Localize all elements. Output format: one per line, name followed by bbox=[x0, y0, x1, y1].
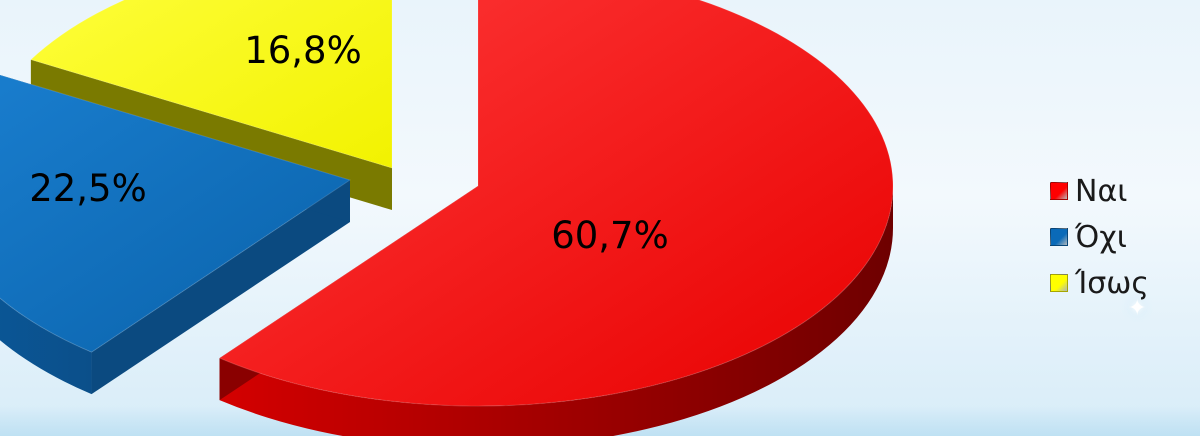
legend-label: Ναι bbox=[1075, 173, 1128, 209]
sparkle-icon: ✦ bbox=[1128, 296, 1147, 321]
pie-slice-nai bbox=[218, 0, 894, 436]
slice-cut-ochi bbox=[91, 180, 351, 395]
legend-swatch-yellow bbox=[1050, 274, 1068, 292]
legend-swatch-blue bbox=[1050, 228, 1068, 246]
legend-label: Ίσως bbox=[1075, 265, 1149, 301]
slice-side-nai bbox=[219, 186, 893, 436]
chart-legend: Ναι Όχι Ίσως bbox=[1050, 168, 1200, 306]
legend-item-nai: Ναι bbox=[1050, 168, 1200, 214]
legend-item-isos: Ίσως bbox=[1050, 260, 1200, 306]
legend-item-ochi: Όχι bbox=[1050, 214, 1200, 260]
slice-top-nai bbox=[218, 0, 894, 407]
slice-label-ochi: 22,5% bbox=[29, 167, 147, 210]
slice-label-isos: 16,8% bbox=[244, 29, 362, 72]
legend-label: Όχι bbox=[1075, 219, 1127, 255]
slice-top-isos bbox=[29, 0, 393, 169]
slice-side-ochi bbox=[0, 298, 92, 395]
pie-slice-ochi bbox=[0, 74, 352, 395]
legend-swatch-red bbox=[1050, 182, 1068, 200]
slice-top-ochi bbox=[0, 74, 352, 353]
slice-label-nai: 60,7% bbox=[551, 214, 669, 257]
